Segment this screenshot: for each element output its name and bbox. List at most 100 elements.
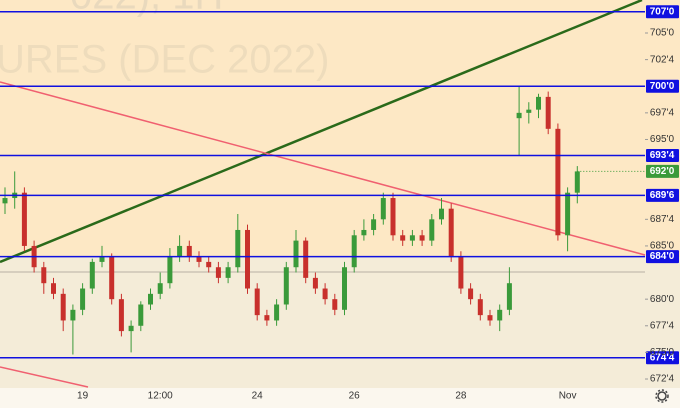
y-tick-label: 685'0 bbox=[650, 241, 675, 252]
candle-body bbox=[380, 198, 386, 220]
y-tick-label: 675'0 bbox=[650, 347, 675, 358]
time-labels: 19 12:00 24 26 28 Nov bbox=[77, 391, 576, 402]
candle-body bbox=[419, 235, 425, 241]
candle-body bbox=[51, 283, 56, 294]
candle-body bbox=[400, 235, 406, 241]
level-label-box bbox=[646, 188, 679, 202]
level-label-box bbox=[646, 351, 679, 365]
candle-body bbox=[70, 309, 76, 321]
candle-body bbox=[322, 288, 328, 300]
candle-body bbox=[468, 288, 474, 300]
candle-body bbox=[235, 229, 241, 268]
candle-body bbox=[177, 245, 183, 257]
candle-body bbox=[41, 267, 47, 284]
candle-body bbox=[21, 192, 27, 246]
y-tick-label: 672'4 bbox=[650, 374, 675, 385]
candle-body bbox=[264, 315, 270, 321]
candle-body bbox=[274, 304, 280, 321]
x-tick-label: 12:00 bbox=[148, 391, 173, 402]
y-tick-label: 680'0 bbox=[650, 294, 675, 305]
y-tick-label: 677'4 bbox=[650, 320, 675, 331]
candle-body bbox=[89, 261, 95, 289]
level-label: 689'6 bbox=[650, 190, 675, 201]
level-label-box bbox=[646, 148, 679, 162]
candle-body bbox=[361, 229, 367, 236]
candle-body bbox=[487, 315, 493, 321]
x-tick-label: Nov bbox=[559, 391, 577, 402]
candle-body bbox=[157, 283, 163, 294]
candles bbox=[2, 86, 580, 355]
candle-body bbox=[458, 256, 464, 289]
levels: 707'0 700'0 693'4 689'6 684'0 674'4 692'0 bbox=[0, 5, 679, 365]
candle-body bbox=[293, 240, 299, 268]
x-tick-label: 19 bbox=[77, 391, 89, 402]
candle-body bbox=[2, 198, 8, 204]
price-axis: 705'0 702'4 697'4 695'0 687'4 685'0 680'0 677'4… bbox=[645, 28, 675, 385]
x-tick-label: 28 bbox=[455, 391, 467, 402]
level-label: 684'0 bbox=[650, 251, 675, 262]
candle-body bbox=[215, 267, 221, 278]
x-tick-label: 24 bbox=[252, 391, 264, 402]
candle-body bbox=[516, 112, 522, 119]
candle-body bbox=[497, 309, 503, 321]
y-tick-label: 687'4 bbox=[650, 214, 675, 225]
candle-body bbox=[60, 293, 66, 321]
candle-body bbox=[225, 267, 231, 278]
candle-body bbox=[371, 219, 377, 230]
candle-body bbox=[439, 208, 444, 220]
y-tick-label: 705'0 bbox=[650, 28, 675, 39]
candle-body bbox=[254, 288, 260, 316]
level-label: 693'4 bbox=[650, 150, 675, 161]
candle-body bbox=[206, 261, 212, 268]
trend-line-up bbox=[0, 0, 643, 264]
candle-body bbox=[565, 192, 571, 236]
lower-zone bbox=[0, 257, 680, 388]
candle-body bbox=[536, 96, 541, 110]
candle-body bbox=[283, 267, 289, 305]
level-label-box bbox=[646, 250, 679, 264]
y-tick-label: 697'4 bbox=[650, 107, 675, 118]
candle-body bbox=[351, 235, 357, 268]
candle-body bbox=[303, 240, 309, 278]
candle-body bbox=[118, 299, 124, 332]
candle-body bbox=[429, 219, 435, 241]
level-label: 674'4 bbox=[650, 352, 675, 363]
candle-body bbox=[186, 245, 192, 257]
y-tick-label: 702'4 bbox=[650, 54, 675, 65]
level-label: 700'0 bbox=[650, 81, 675, 92]
watermark: URES (DEC 2022) bbox=[0, 38, 329, 82]
candle-body bbox=[390, 198, 396, 236]
settings-icon[interactable] bbox=[655, 389, 669, 403]
x-tick-label: 26 bbox=[349, 391, 361, 402]
candle-body bbox=[574, 171, 580, 193]
level-label: 707'0 bbox=[650, 6, 675, 17]
last-price-label: 692'0 bbox=[650, 166, 675, 177]
y-tick-label: 695'0 bbox=[650, 134, 675, 145]
trend-line-down bbox=[0, 81, 646, 256]
candle-body bbox=[312, 277, 318, 289]
candle-body bbox=[545, 96, 551, 129]
candle-body bbox=[506, 283, 512, 310]
candle-body bbox=[409, 235, 415, 241]
last-price-box bbox=[646, 164, 679, 178]
candle-body bbox=[138, 304, 144, 326]
candle-body bbox=[148, 293, 153, 305]
candle-body bbox=[477, 299, 483, 316]
candle-body bbox=[99, 256, 105, 262]
trend-line-down-lower bbox=[0, 366, 89, 388]
candle-body bbox=[448, 208, 454, 257]
watermark-top: 022), 1H bbox=[70, 0, 223, 18]
candle-body bbox=[109, 256, 115, 300]
candle-body bbox=[196, 256, 202, 262]
candle-body bbox=[555, 128, 561, 236]
level-label-box bbox=[646, 5, 679, 19]
candle-body bbox=[128, 325, 134, 332]
candle-body bbox=[332, 299, 338, 310]
candle-body bbox=[167, 256, 173, 284]
candle-body bbox=[526, 109, 532, 113]
level-label-box bbox=[646, 79, 679, 93]
candle-body bbox=[80, 288, 86, 310]
candle-body bbox=[342, 267, 347, 310]
time-axis bbox=[0, 388, 680, 408]
